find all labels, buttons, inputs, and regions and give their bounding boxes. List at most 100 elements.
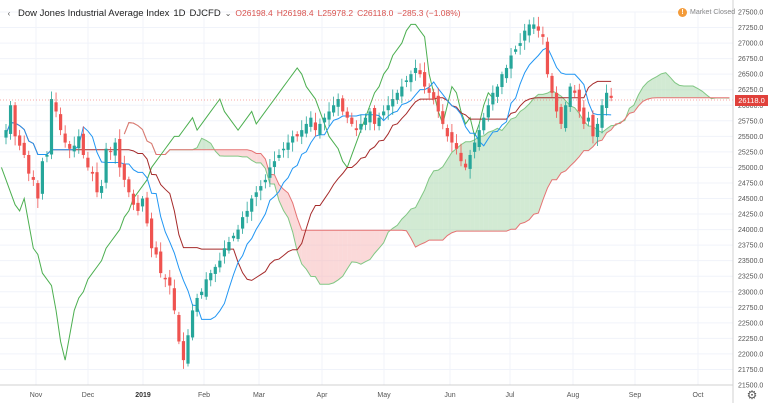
candle-body [327, 111, 331, 120]
candle-body [81, 133, 85, 155]
cloud-segment [488, 130, 493, 232]
cloud-segment [647, 79, 653, 100]
candle-body [509, 55, 513, 69]
candle-body [473, 142, 477, 152]
cloud-segment [702, 91, 707, 98]
candle-body [63, 133, 67, 143]
candle-body [554, 92, 559, 112]
cloud-segment [274, 174, 279, 201]
candle-body [172, 288, 176, 311]
cloud-segment [633, 94, 639, 113]
candle-body [259, 186, 263, 191]
cloud-segment [456, 144, 461, 232]
cloud-segment [219, 149, 225, 157]
candle-body [491, 92, 495, 105]
candle-body [72, 145, 76, 152]
price-tick-label: 26500.0 [738, 72, 763, 79]
time-tick-label: Sep [629, 392, 642, 399]
grid-lines [0, 11, 733, 386]
candle-body [313, 122, 317, 131]
candle-body [295, 134, 299, 137]
candle-body [591, 114, 595, 137]
cloud-segment [511, 117, 516, 230]
candle-body [281, 148, 286, 151]
candle-body [231, 235, 236, 239]
candle-body [22, 142, 26, 155]
candle-body [154, 247, 158, 255]
candle-body [204, 279, 208, 297]
candle-body [523, 30, 527, 41]
ticker-label: DJCFD [189, 7, 221, 19]
candle-body [500, 74, 504, 88]
candle-body [391, 99, 395, 107]
cloud-segment [679, 85, 684, 98]
cloud-segment [583, 120, 589, 151]
candle-body [550, 75, 554, 93]
candle-body [95, 172, 99, 193]
cloud-segment [288, 193, 293, 232]
cloud-segment [415, 198, 421, 248]
price-tick-label: 26750.0 [738, 56, 763, 63]
cloud-segment [351, 230, 357, 263]
candle-body [122, 163, 126, 180]
candle-body [40, 161, 44, 194]
cloud-segment [542, 93, 548, 200]
cloud-segment [356, 230, 361, 265]
cloud-segment [338, 230, 343, 280]
candle-body [159, 251, 163, 274]
gear-icon[interactable]: ⚙ [746, 388, 758, 402]
cloud-segment [429, 170, 434, 241]
candle-body [336, 99, 340, 107]
time-tick-label: Apr [317, 392, 329, 399]
cloud-segment [483, 132, 489, 232]
candle-body [495, 86, 499, 97]
candle-body [418, 70, 422, 75]
collapse-legend-icon[interactable]: ‹ [7, 8, 11, 18]
candle-body [573, 90, 577, 93]
price-tick-label: 22500.0 [738, 320, 763, 327]
candle-body [536, 26, 540, 31]
candle-body [436, 95, 440, 112]
cloud-segment [629, 105, 634, 114]
cloud-segment [492, 128, 498, 232]
candle-body [195, 297, 199, 312]
cloud-segment [310, 230, 316, 277]
candle-body [241, 217, 245, 229]
low-value: L25978.2 [317, 8, 354, 18]
candle-body [168, 277, 172, 286]
interval-label[interactable]: 1D [173, 7, 186, 19]
cloud-segment [570, 105, 575, 166]
cloud-segment [693, 86, 698, 98]
cloud-segment [260, 153, 266, 169]
candle-body [463, 163, 468, 168]
cloud-segment [683, 86, 689, 98]
chevron-down-icon[interactable]: ⌄ [224, 8, 232, 18]
cloud-segment [552, 90, 557, 180]
candle-body [586, 117, 590, 122]
candle-body [605, 92, 609, 108]
candle-body [86, 157, 90, 168]
price-tick-label: 23500.0 [738, 258, 763, 265]
cloud-segment [406, 209, 411, 239]
cloud-segment [606, 125, 612, 133]
candle-body [432, 92, 436, 100]
cloud-segment [501, 124, 507, 232]
cloud-segment [638, 87, 643, 106]
price-tick-label: 25000.0 [738, 165, 763, 172]
cloud-segment [365, 230, 370, 262]
candle-body [395, 92, 399, 100]
candle-body [209, 273, 213, 281]
candle-body [318, 123, 322, 135]
candle-body [4, 130, 8, 138]
alert-icon: ! [678, 8, 687, 17]
candle-body [140, 198, 145, 207]
candle-body [341, 98, 345, 112]
candle-body [514, 49, 518, 52]
cloud-segment [420, 190, 425, 245]
cloud-segment [497, 128, 502, 232]
candle-body [245, 210, 249, 217]
cloud-segment [251, 150, 257, 163]
cloud-segment [233, 149, 239, 157]
market-status[interactable]: ! Market Closed [678, 8, 735, 17]
